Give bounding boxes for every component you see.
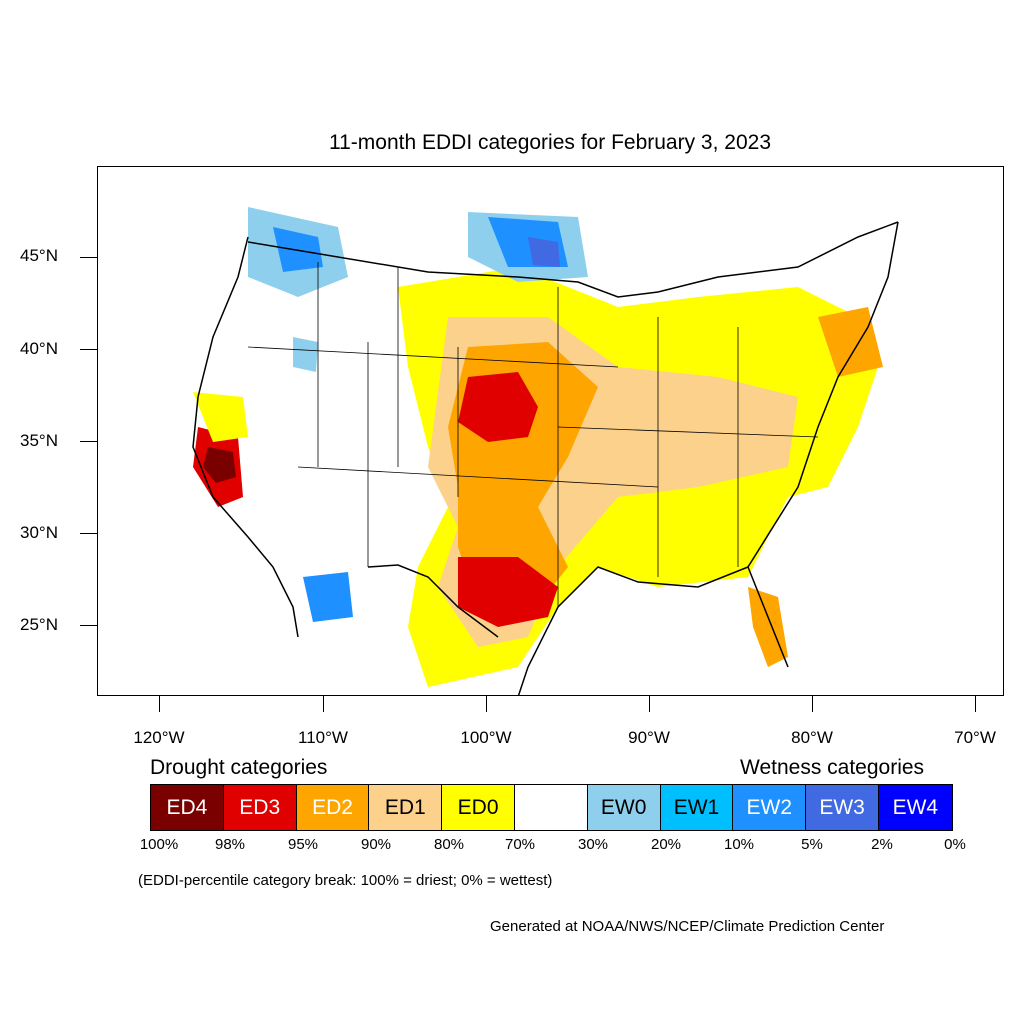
legend-swatch-ed2: ED2 xyxy=(296,785,370,830)
lon-label-120w: 120°W xyxy=(133,728,185,747)
pct-label: 10% xyxy=(723,836,755,853)
legend-label: ED4 xyxy=(166,795,208,819)
lon-label-90w: 90°W xyxy=(628,728,670,747)
pct-label: 80% xyxy=(433,836,465,853)
pct-label: 20% xyxy=(650,836,682,853)
category-legend: ED4 ED3 ED2 ED1 ED0 EW0 EW1 EW2 EW3 EW4 xyxy=(150,784,953,831)
state-boundaries xyxy=(247,262,819,607)
pct-label: 0% xyxy=(944,836,966,853)
lat-tick xyxy=(80,533,97,534)
legend-label: EW1 xyxy=(673,795,720,819)
lat-label-35n: 35°N xyxy=(20,431,58,450)
lon-tick xyxy=(323,696,324,712)
legend-label: EW3 xyxy=(819,795,865,819)
map-graphic xyxy=(192,207,899,695)
legend-label: ED3 xyxy=(239,795,281,819)
legend-swatch-ew1: EW1 xyxy=(660,785,734,830)
lon-tick xyxy=(649,696,650,712)
lat-tick xyxy=(80,257,97,258)
lat-label-30n: 30°N xyxy=(20,523,58,542)
lon-label-70w: 70°W xyxy=(954,728,996,747)
lon-tick xyxy=(486,696,487,712)
lon-label-100w: 100°W xyxy=(460,728,512,747)
legend-label: ED1 xyxy=(384,795,426,819)
lon-label-110w: 110°W xyxy=(298,728,348,747)
legend-label: EW2 xyxy=(746,795,793,819)
lon-label-80w: 80°W xyxy=(791,728,833,747)
pct-label: 70% xyxy=(504,836,536,853)
percentile-note: (EDDI-percentile category break: 100% = … xyxy=(138,872,553,889)
wetness-heading: Wetness categories xyxy=(740,756,925,779)
lat-tick xyxy=(80,441,97,442)
pct-label: 2% xyxy=(871,836,893,853)
legend-swatch-ed1: ED1 xyxy=(369,785,443,830)
lat-label-25n: 25°N xyxy=(20,615,58,634)
pct-label: 30% xyxy=(577,836,609,853)
lon-tick xyxy=(812,696,813,712)
pct-label: 98% xyxy=(214,836,246,853)
map-title: 11-month EDDI categories for February 3,… xyxy=(329,131,771,154)
legend-swatch-ew2: EW2 xyxy=(733,785,807,830)
lat-label-40n: 40°N xyxy=(20,339,58,358)
category-fill xyxy=(193,207,883,687)
eddi-map xyxy=(97,166,1004,696)
coastlines xyxy=(192,221,899,695)
drought-heading: Drought categories xyxy=(150,756,328,779)
legend-label: ED0 xyxy=(457,795,499,819)
lat-label-45n: 45°N xyxy=(20,246,58,265)
legend-swatch-ew4: EW4 xyxy=(878,785,952,830)
legend-swatch-ew3: EW3 xyxy=(806,785,879,830)
legend-swatch-ed0: ED0 xyxy=(442,785,515,830)
legend-label: ED2 xyxy=(312,795,353,819)
legend-swatch-ed4: ED4 xyxy=(151,785,224,830)
credit-line: Generated at NOAA/NWS/NCEP/Climate Predi… xyxy=(490,918,885,935)
legend-swatch-ed3: ED3 xyxy=(223,785,297,830)
lon-tick xyxy=(159,696,160,712)
legend-swatch-neutral xyxy=(514,785,588,830)
pct-label: 100% xyxy=(139,836,179,853)
pct-label: 5% xyxy=(801,836,823,853)
legend-swatch-ew0: EW0 xyxy=(587,785,661,830)
pct-label: 95% xyxy=(287,836,319,853)
pct-label: 90% xyxy=(360,836,392,853)
lat-tick xyxy=(80,349,97,350)
legend-label: EW0 xyxy=(600,795,647,819)
lat-tick xyxy=(80,625,97,626)
legend-label: EW4 xyxy=(892,795,939,819)
lon-tick xyxy=(975,696,976,712)
